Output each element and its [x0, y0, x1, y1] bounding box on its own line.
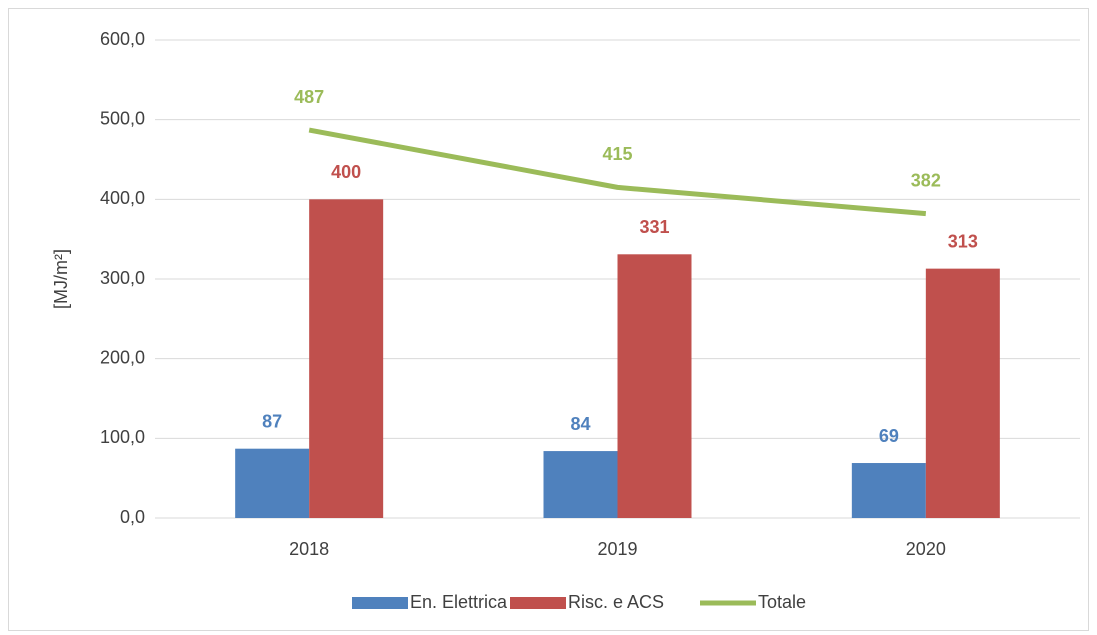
x-tick-label: 2020 [906, 539, 946, 559]
data-label: 400 [331, 162, 361, 182]
data-label: 415 [602, 144, 632, 164]
chart-border [8, 8, 1089, 631]
legend-swatch [352, 597, 408, 609]
data-label: 487 [294, 87, 324, 107]
legend-label: Risc. e ACS [568, 592, 664, 612]
y-tick-label: 500,0 [100, 108, 145, 128]
y-axis-label: [MJ/m²] [51, 249, 71, 309]
legend-swatch [510, 597, 566, 609]
legend-label: Totale [758, 592, 806, 612]
data-label: 313 [948, 231, 978, 251]
bar [851, 463, 926, 518]
data-label: 69 [879, 426, 899, 446]
bar [925, 268, 1000, 518]
y-tick-label: 200,0 [100, 347, 145, 367]
x-tick-label: 2018 [289, 539, 329, 559]
y-tick-label: 300,0 [100, 268, 145, 288]
bar [543, 451, 618, 518]
bar [235, 448, 310, 518]
data-label: 87 [262, 411, 282, 431]
bar [309, 199, 384, 519]
bar [617, 254, 692, 518]
line [308, 127, 927, 217]
y-tick-label: 100,0 [100, 427, 145, 447]
data-label: 382 [911, 170, 941, 190]
y-tick-label: 400,0 [100, 188, 145, 208]
y-tick-label: 600,0 [100, 29, 145, 49]
data-label: 331 [639, 217, 669, 237]
x-tick-label: 2019 [597, 539, 637, 559]
legend-label: En. Elettrica [410, 592, 508, 612]
data-label: 84 [570, 414, 590, 434]
y-tick-label: 0,0 [120, 507, 145, 527]
